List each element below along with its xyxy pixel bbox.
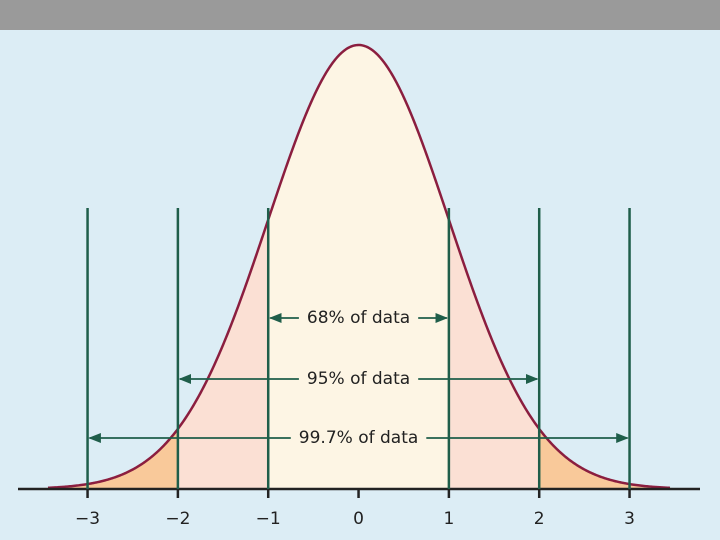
annotation: 99.7% of data	[299, 428, 419, 448]
x-tick-label: 0	[353, 509, 364, 529]
x-tick-label: 3	[624, 509, 635, 529]
region	[268, 45, 449, 489]
x-tick-label: −3	[75, 509, 100, 529]
top-bar	[0, 0, 720, 30]
annotation: 68% of data	[307, 308, 410, 328]
x-tick-label: 1	[443, 509, 454, 529]
x-tick-label: 2	[534, 509, 545, 529]
annotation: 95% of data	[307, 369, 410, 389]
x-tick-label: −1	[256, 509, 281, 529]
x-tick-label: −2	[165, 509, 190, 529]
curve	[47, 43, 671, 490]
